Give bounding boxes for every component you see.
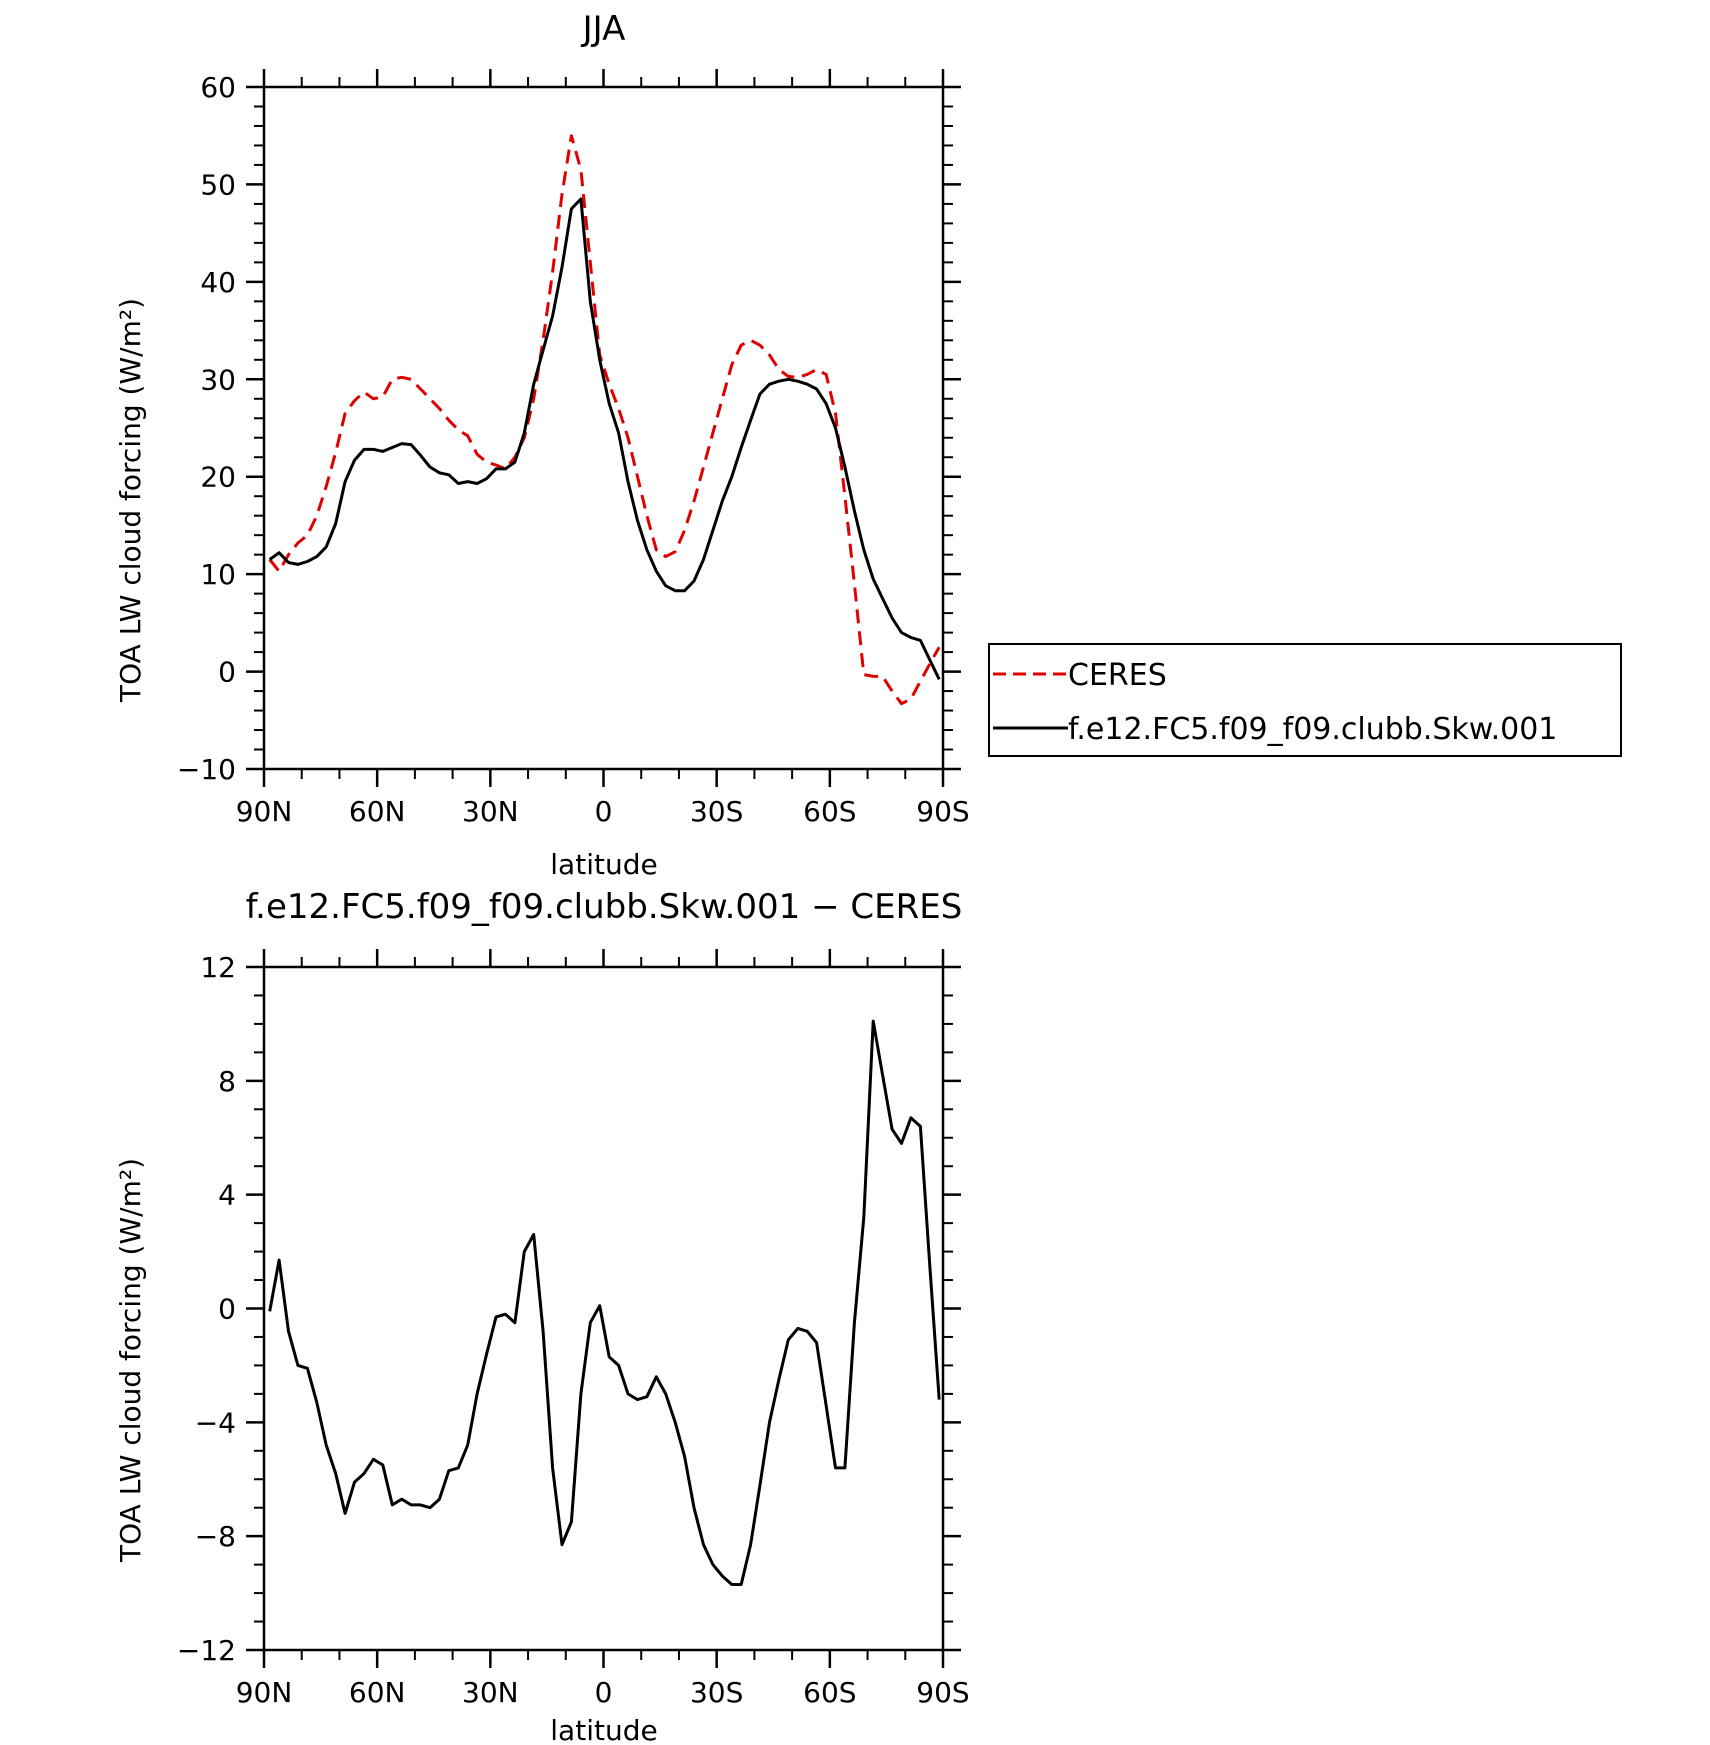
top-y-tick-label: 10	[200, 558, 236, 591]
top-y-tick-label: 50	[200, 168, 236, 201]
top-y-tick-label: 0	[218, 656, 236, 689]
bottom-x-tick-label: 90N	[236, 1676, 293, 1709]
bottom-panel-title: f.e12.FC5.f09_f09.clubb.Skw.001 − CERES	[246, 887, 963, 927]
legend-box	[988, 643, 1622, 757]
bottom-y-tick-label: −8	[195, 1520, 236, 1553]
legend-label-model: f.e12.FC5.f09_f09.clubb.Skw.001	[1068, 712, 1557, 747]
top-series-line-f-e12-fc5-f09-f09-clubb-skw-001	[268, 197, 941, 681]
top-x-tick-label: 0	[595, 795, 613, 828]
top-x-tick-label: 60N	[349, 795, 406, 828]
top-x-tick-label: 30S	[690, 795, 743, 828]
bottom-y-tick-label: 4	[218, 1179, 236, 1212]
top-y-axis-label: TOA LW cloud forcing (W/m²)	[114, 298, 147, 703]
top-plot-area: 90N 60N 30N 0 30S 60S 90S 60 50 40 30 20 10 0 −10	[177, 69, 970, 828]
legend: CERES f.e12.FC5.f09_f09.clubb.Skw.001	[988, 643, 1622, 757]
top-panel-title: JJA	[581, 9, 626, 49]
bottom-panel: f.e12.FC5.f09_f09.clubb.Skw.001 − CERES …	[114, 887, 970, 1745]
bottom-axes-frame	[262, 965, 945, 1652]
bottom-plot-area: 90N 60N 30N 0 30S 60S 90S 12 8 4 0 −4 −8 −12	[177, 949, 970, 1709]
bottom-y-tick-label: −4	[195, 1406, 236, 1439]
legend-label-ceres: CERES	[1068, 658, 1167, 693]
top-x-tick-label: 60S	[803, 795, 856, 828]
bottom-x-tick-label: 60S	[803, 1676, 856, 1709]
top-axes-frame	[262, 85, 945, 771]
top-y-tick-label: 30	[200, 363, 236, 396]
top-x-tick-label: 30N	[462, 795, 519, 828]
top-x-tick-label: 90S	[916, 795, 969, 828]
bottom-y-tick-label: −12	[177, 1634, 236, 1667]
bottom-x-tick-label: 30N	[462, 1676, 519, 1709]
top-x-tick-label: 90N	[236, 795, 293, 828]
bottom-y-axis-label: TOA LW cloud forcing (W/m²)	[114, 1158, 147, 1563]
bottom-series-line-difference	[268, 1019, 941, 1586]
top-y-tick-label: −10	[177, 753, 236, 786]
bottom-x-tick-label: 60N	[349, 1676, 406, 1709]
top-panel: JJA 90N 60N 30N 0 30S 60S 90S6050403020100−10 …	[114, 9, 1622, 881]
top-y-tick-label: 20	[200, 461, 236, 494]
bottom-x-axis-label: latitude	[550, 1714, 657, 1745]
bottom-y-tick-label: 12	[200, 951, 236, 984]
bottom-x-tick-label: 0	[595, 1676, 613, 1709]
top-x-axis-label: latitude	[550, 848, 657, 881]
bottom-y-tick-label: 0	[218, 1293, 236, 1326]
top-series-line-ceres	[268, 134, 941, 706]
top-y-tick-label: 60	[200, 71, 236, 104]
top-y-tick-label: 40	[200, 266, 236, 299]
bottom-x-tick-label: 30S	[690, 1676, 743, 1709]
bottom-y-tick-label: 8	[218, 1065, 236, 1098]
bottom-x-tick-label: 90S	[916, 1676, 969, 1709]
